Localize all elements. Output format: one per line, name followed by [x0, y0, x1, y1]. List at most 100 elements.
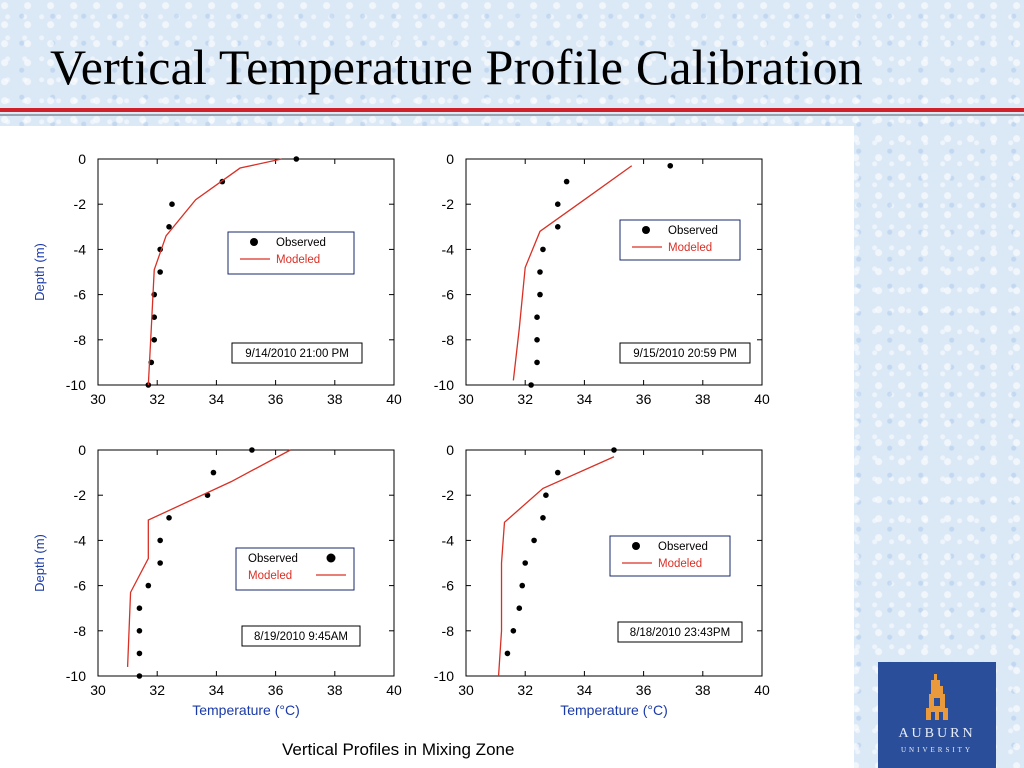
y-tick-label: -8 — [442, 623, 455, 639]
y-tick-label: -4 — [442, 241, 455, 257]
x-tick-label: 34 — [577, 391, 593, 407]
observed-point — [537, 269, 543, 275]
modeled-line — [512, 165, 633, 381]
y-tick-label: -10 — [434, 668, 454, 684]
y-tick-label: 0 — [446, 151, 454, 167]
x-tick-label: 36 — [636, 391, 652, 407]
x-tick-label: 36 — [636, 682, 652, 698]
x-tick-label: 36 — [268, 682, 284, 698]
timestamp-label: 8/18/2010 23:43PM — [630, 627, 730, 639]
y-tick-label: -6 — [74, 287, 87, 303]
x-tick-label: 30 — [90, 391, 106, 407]
y-tick-label: -10 — [434, 377, 454, 393]
legend-observed-label: Observed — [248, 553, 298, 565]
legend-modeled-label: Modeled — [668, 242, 712, 254]
y-axis-label: Depth (m) — [32, 243, 47, 301]
x-tick-label: 38 — [695, 391, 711, 407]
x-tick-label: 30 — [458, 682, 474, 698]
observed-point — [166, 224, 172, 230]
x-tick-label: 40 — [754, 682, 770, 698]
y-tick-label: -4 — [442, 532, 455, 548]
observed-point — [151, 314, 158, 320]
chart-3: 30 32 34 36 38 40 0 -2 -4 -6 -8 -10 Depth (m) Tempera… — [32, 442, 402, 718]
observed-point — [534, 337, 540, 343]
y-tick-label: 0 — [78, 151, 86, 167]
observed-point — [528, 382, 534, 388]
chart-4: 30 32 34 36 38 40 0 -2 -4 -6 -8 -10 Temperature (°C)… — [434, 442, 770, 718]
x-tick-label: 30 — [90, 682, 106, 698]
observed-point — [504, 650, 511, 657]
y-tick-label: -2 — [74, 487, 87, 503]
y-tick-label: -4 — [74, 241, 87, 257]
legend-box — [227, 231, 355, 275]
observed-point — [166, 515, 172, 521]
observed-point — [136, 605, 143, 611]
y-tick-label: -10 — [66, 668, 86, 684]
timestamp-label: 8/19/2010 9:45AM — [254, 631, 348, 643]
chart-2: 30 32 34 36 38 40 0 -2 -4 -6 -8 -10 Observed Modeled 9… — [434, 151, 770, 407]
plot-frame — [465, 158, 763, 386]
timestamp-label: 9/14/2010 21:00 PM — [245, 348, 349, 360]
observed-point — [293, 156, 300, 162]
observed-point — [534, 359, 540, 366]
logo-subtitle: UNIVERSITY — [901, 746, 973, 754]
y-tick-label: -6 — [74, 578, 87, 594]
observed-point — [540, 246, 546, 253]
logo-name: AUBURN — [898, 726, 976, 741]
observed-point — [554, 224, 561, 230]
y-tick-label: 0 — [446, 442, 454, 458]
observed-point — [157, 560, 163, 566]
observed-point — [145, 582, 152, 589]
x-tick-label: 34 — [209, 391, 225, 407]
observed-point — [554, 469, 561, 476]
observed-point — [169, 201, 175, 207]
x-tick-label: 38 — [327, 391, 343, 407]
auburn-logo: AUBURN UNIVERSITY — [878, 662, 996, 768]
legend-box — [609, 535, 731, 577]
observed-point — [136, 650, 143, 657]
y-tick-label: -8 — [74, 332, 87, 348]
x-tick-label: 40 — [386, 391, 402, 407]
legend-observed-marker — [632, 542, 640, 550]
y-tick-label: -8 — [442, 332, 455, 348]
y-tick-label: -2 — [442, 487, 455, 503]
timestamp-box — [617, 621, 743, 643]
legend-modeled-label: Modeled — [658, 558, 702, 570]
y-tick-label: -8 — [74, 623, 87, 639]
legend-observed-marker — [326, 553, 336, 563]
y-tick-label: -2 — [74, 196, 87, 212]
observed-point — [537, 291, 543, 298]
observed-point — [519, 582, 526, 589]
observed-point — [136, 673, 143, 679]
timestamp-label: 9/15/2010 20:59 PM — [633, 348, 737, 360]
legend-observed-label: Observed — [276, 237, 326, 249]
timestamp-box — [231, 342, 363, 364]
observed-point — [531, 537, 537, 544]
legend-box — [619, 219, 741, 261]
legend-observed-marker — [250, 238, 258, 246]
x-tick-label: 34 — [577, 682, 593, 698]
y-tick-label: -6 — [442, 287, 455, 303]
observed-point — [522, 560, 528, 566]
y-tick-label: 0 — [78, 442, 86, 458]
timestamp-box — [619, 342, 751, 364]
observed-point — [516, 605, 523, 611]
observed-point — [540, 515, 546, 521]
observed-point — [667, 162, 674, 169]
chart-1: 30 32 34 36 38 40 0 -2 -4 -6 -8 -10 Depth (m) Observe… — [32, 151, 402, 407]
modeled-line — [126, 449, 291, 667]
x-axis-label: Temperature (°C) — [560, 702, 668, 718]
x-tick-label: 40 — [754, 391, 770, 407]
observed-point — [136, 628, 143, 634]
y-tick-label: -6 — [442, 578, 455, 594]
observed-point — [554, 201, 561, 207]
plot-frame — [97, 158, 395, 386]
x-tick-label: 32 — [517, 391, 533, 407]
x-tick-label: 32 — [149, 682, 165, 698]
legend-observed-label: Observed — [658, 541, 708, 553]
observed-point — [543, 492, 549, 499]
auburn-tower-icon — [926, 674, 948, 720]
legend-observed-label: Observed — [668, 225, 718, 237]
x-tick-label: 38 — [327, 682, 343, 698]
observed-point — [563, 178, 570, 185]
